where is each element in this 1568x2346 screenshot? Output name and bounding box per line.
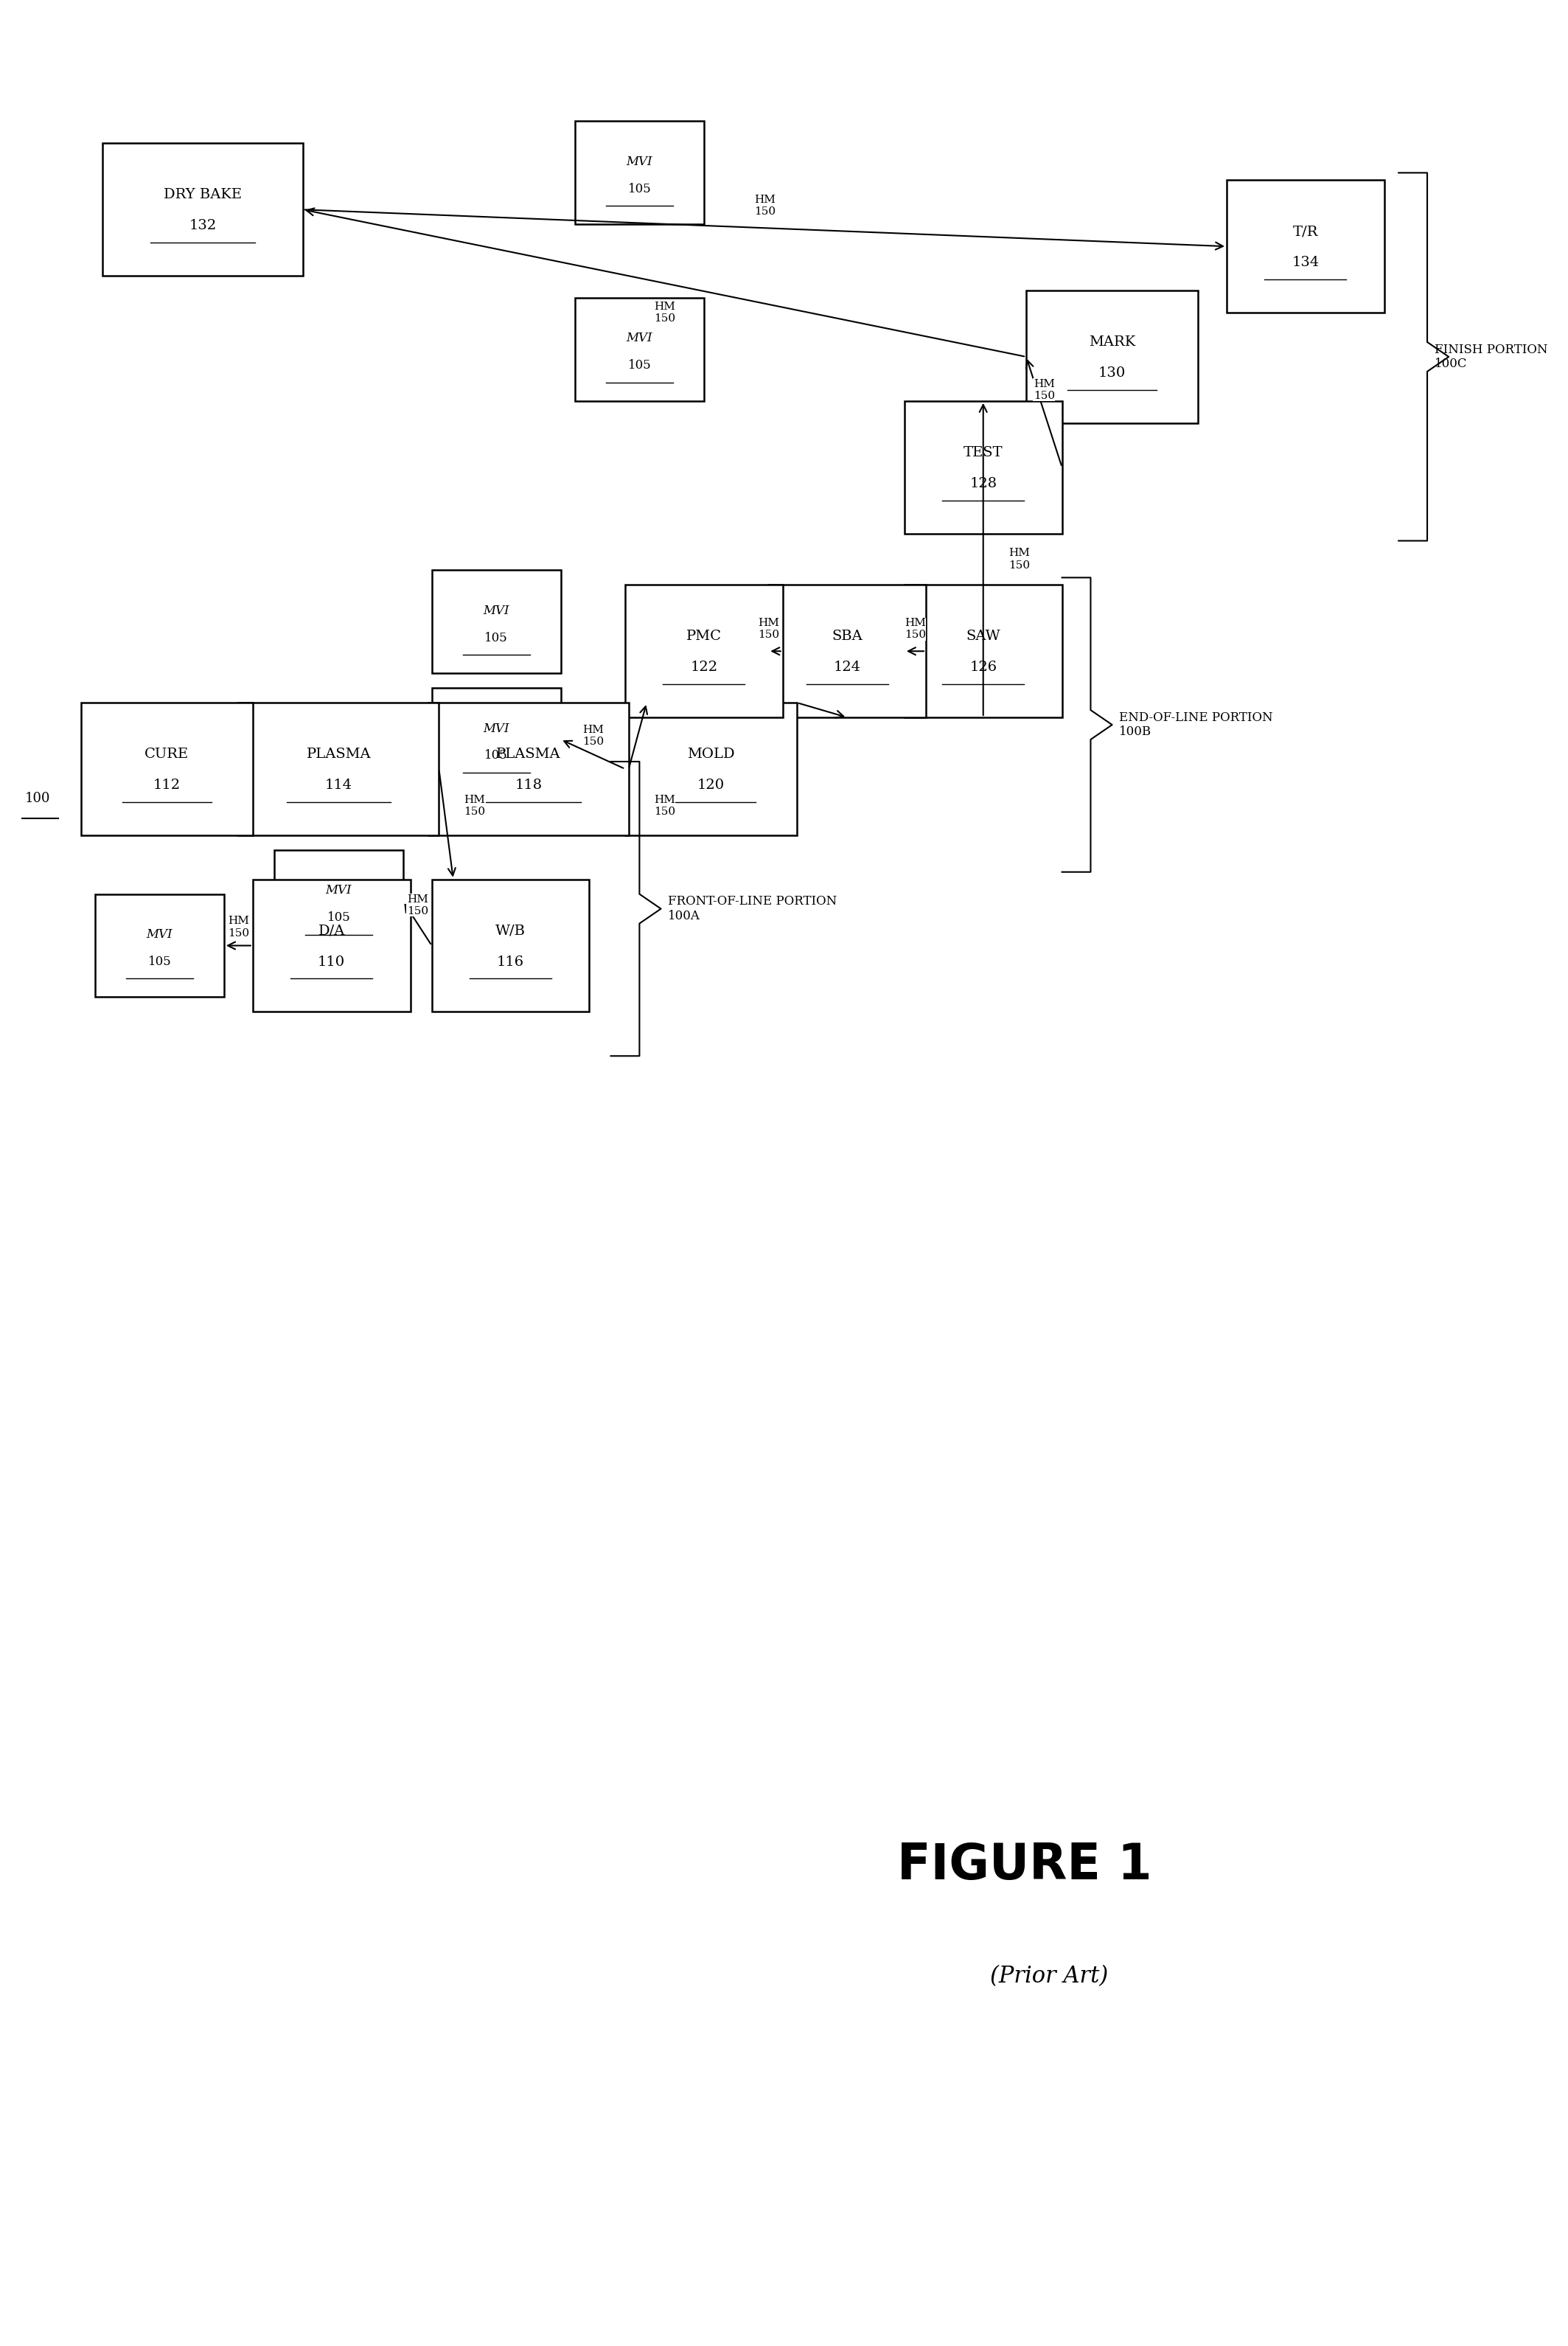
Text: HM
150: HM 150 (1008, 549, 1030, 570)
FancyBboxPatch shape (575, 298, 704, 401)
FancyBboxPatch shape (575, 122, 704, 225)
Text: 105: 105 (627, 183, 651, 195)
Text: 116: 116 (497, 955, 524, 969)
Text: 105: 105 (485, 748, 508, 762)
Text: 100: 100 (25, 791, 50, 805)
Text: 120: 120 (698, 779, 724, 791)
Text: CURE: CURE (144, 748, 188, 760)
Text: MARK: MARK (1088, 335, 1135, 350)
Text: DRY BAKE: DRY BAKE (163, 188, 241, 202)
FancyBboxPatch shape (905, 401, 1062, 533)
Text: MVI: MVI (626, 155, 652, 169)
Text: FRONT-OF-LINE PORTION
100A: FRONT-OF-LINE PORTION 100A (668, 896, 837, 922)
FancyBboxPatch shape (431, 880, 590, 1011)
Text: SAW: SAW (966, 629, 1000, 643)
Text: 105: 105 (147, 955, 171, 969)
FancyBboxPatch shape (431, 570, 561, 673)
Text: HM
150: HM 150 (654, 303, 676, 324)
Text: 122: 122 (690, 662, 718, 673)
Text: HM
150: HM 150 (582, 725, 604, 746)
FancyBboxPatch shape (1025, 291, 1198, 422)
Text: D/A: D/A (318, 924, 345, 938)
Text: PLASMA: PLASMA (495, 748, 561, 760)
Text: TEST: TEST (963, 446, 1004, 460)
Text: PLASMA: PLASMA (306, 748, 372, 760)
Text: T/R: T/R (1292, 225, 1319, 239)
Text: HM
150: HM 150 (227, 915, 249, 938)
Text: SBA: SBA (831, 629, 862, 643)
Text: HM
150: HM 150 (406, 894, 428, 917)
Text: FIGURE 1: FIGURE 1 (897, 1842, 1152, 1891)
FancyBboxPatch shape (102, 143, 303, 277)
Text: MOLD: MOLD (687, 748, 735, 760)
FancyBboxPatch shape (768, 584, 927, 718)
Text: HM
150: HM 150 (654, 795, 676, 816)
Text: 126: 126 (969, 662, 997, 673)
Text: END-OF-LINE PORTION
100B: END-OF-LINE PORTION 100B (1120, 711, 1273, 739)
Text: 105: 105 (485, 631, 508, 645)
FancyBboxPatch shape (1226, 181, 1385, 312)
FancyBboxPatch shape (252, 880, 411, 1011)
FancyBboxPatch shape (905, 584, 1062, 718)
FancyBboxPatch shape (82, 704, 252, 835)
Text: 130: 130 (1099, 366, 1126, 380)
Text: MVI: MVI (626, 333, 652, 345)
FancyBboxPatch shape (626, 704, 797, 835)
Text: 128: 128 (969, 476, 997, 490)
Text: MVI: MVI (146, 929, 172, 941)
Text: 118: 118 (514, 779, 543, 791)
Text: 134: 134 (1292, 256, 1319, 270)
FancyBboxPatch shape (431, 687, 561, 791)
Text: PMC: PMC (687, 629, 721, 643)
FancyBboxPatch shape (274, 849, 403, 952)
Text: 105: 105 (328, 910, 350, 924)
Text: HM
150: HM 150 (464, 795, 486, 816)
Text: MVI: MVI (483, 605, 510, 617)
Text: HM
150: HM 150 (1033, 378, 1055, 401)
Text: W/B: W/B (495, 924, 525, 938)
Text: FINISH PORTION
100C: FINISH PORTION 100C (1435, 343, 1548, 371)
Text: 110: 110 (318, 955, 345, 969)
Text: HM
150: HM 150 (754, 195, 776, 218)
Text: 105: 105 (627, 359, 651, 373)
Text: 132: 132 (188, 218, 216, 232)
Text: 114: 114 (325, 779, 353, 791)
Text: 112: 112 (154, 779, 180, 791)
FancyBboxPatch shape (626, 584, 782, 718)
Text: HM
150: HM 150 (757, 617, 779, 640)
Text: MVI: MVI (483, 723, 510, 734)
FancyBboxPatch shape (96, 894, 224, 997)
Text: HM
150: HM 150 (905, 617, 927, 640)
Text: (Prior Art): (Prior Art) (991, 1964, 1109, 1987)
Text: MVI: MVI (326, 884, 351, 896)
FancyBboxPatch shape (238, 704, 439, 835)
FancyBboxPatch shape (428, 704, 629, 835)
Text: 124: 124 (834, 662, 861, 673)
